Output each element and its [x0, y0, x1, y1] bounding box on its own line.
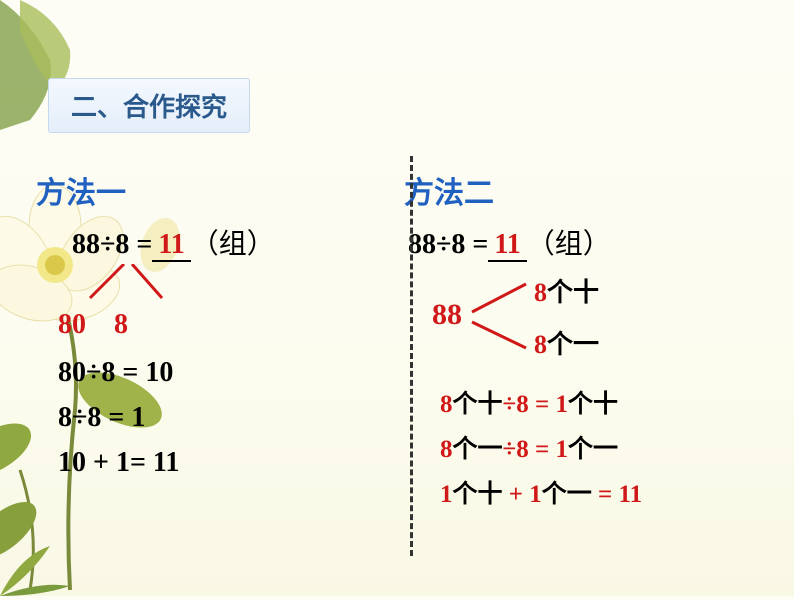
vertical-divider: [410, 156, 413, 556]
method-one-column: 方法一 88÷8 =11（组） 80 8 80÷8 = 10 8÷8 = 1 1…: [36, 168, 384, 517]
l3d: 个一: [542, 481, 592, 508]
l1b: 个十: [453, 391, 503, 418]
answer-value-2: 11: [488, 229, 526, 262]
m2-line2: 8个一÷8 = 1个一: [440, 427, 764, 472]
part2-txt: 个一: [547, 330, 599, 359]
method-two-title: 方法二: [404, 168, 764, 212]
split-numbers: 80 8: [58, 309, 384, 341]
m2-line1: 8个十÷8 = 1个十: [440, 382, 764, 427]
part-tens: 8个十: [534, 272, 599, 309]
m2-line3: 1个十 + 1个一 = 11: [440, 472, 764, 517]
method-one-step3: 10 + 1= 11: [58, 441, 384, 486]
l1d: 个十: [568, 391, 618, 418]
method-two-column: 方法二 88÷8 =11（组） 88 8个十 8个一 8个十÷8 = 1个十 8…: [384, 168, 764, 517]
l2b: 个一: [453, 436, 503, 463]
part-ones: 8个一: [534, 324, 599, 361]
split-b: 8: [114, 309, 128, 340]
content-area: 方法一 88÷8 =11（组） 80 8 80÷8 = 10 8÷8 = 1 1…: [36, 168, 774, 517]
unit-label: （组）: [191, 229, 275, 260]
method-one-step1: 80÷8 = 10: [58, 351, 384, 396]
decomposition-diagram: 88 8个十 8个一: [404, 268, 764, 358]
method-two-equation: 88÷8 =11（组）: [408, 222, 764, 262]
l1a: 8: [440, 391, 453, 418]
base-number: 88: [432, 298, 462, 332]
equation-text: 88÷8 =: [72, 229, 152, 260]
part2-num: 8: [534, 330, 547, 359]
l1c: ÷8 = 1: [503, 391, 568, 418]
equation-text-2: 88÷8 =: [408, 229, 488, 260]
l3c: + 1: [503, 481, 542, 508]
method-one-step2: 8÷8 = 1: [58, 396, 384, 441]
part1-num: 8: [534, 278, 547, 307]
l2a: 8: [440, 436, 453, 463]
answer-value: 11: [152, 229, 190, 262]
method-two-steps: 8个十÷8 = 1个十 8个一÷8 = 1个一 1个十 + 1个一 = 11: [440, 382, 764, 517]
l3b: 个十: [453, 481, 503, 508]
l3e: = 11: [592, 481, 642, 508]
split-a: 80: [58, 309, 86, 340]
part1-txt: 个十: [547, 278, 599, 307]
l2d: 个一: [568, 436, 618, 463]
unit-label-2: （组）: [527, 229, 611, 260]
method-one-title: 方法一: [36, 168, 384, 212]
method-one-equation: 88÷8 =11（组）: [72, 222, 384, 262]
split-lines-icon: [84, 264, 194, 302]
l3a: 1: [440, 481, 453, 508]
section-header: 二、合作探究: [48, 78, 250, 133]
l2c: ÷8 = 1: [503, 436, 568, 463]
